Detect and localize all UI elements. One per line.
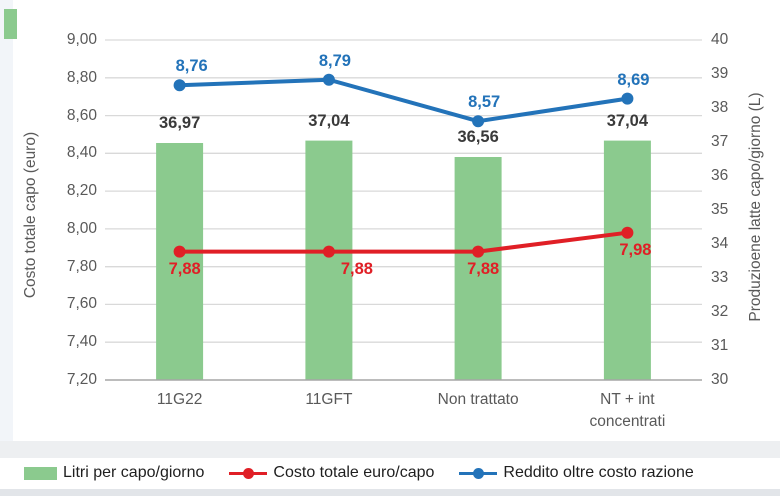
left-y-tick-label: 8,60	[66, 106, 97, 124]
bar-value-label: 37,04	[606, 111, 649, 130]
point-value-label: 7,88	[168, 259, 201, 278]
point-marker	[472, 115, 485, 128]
bar	[305, 140, 353, 380]
left-y-tick-label: 7,80	[66, 257, 97, 275]
bar	[603, 140, 651, 380]
bar-value-label: 36,97	[158, 114, 201, 133]
left-axis-title: Costo totale capo (euro)	[22, 131, 39, 299]
left-y-tick-label: 7,60	[66, 295, 97, 313]
page-left-strip	[0, 0, 13, 442]
legend: Litri per capo/giorno Costo totale euro/c…	[24, 458, 694, 488]
left-y-tick-label: 7,40	[66, 333, 97, 351]
point-value-label: 8,79	[318, 51, 351, 70]
right-y-tick-label: 35	[711, 201, 729, 218]
right-y-tick-label: 40	[711, 31, 729, 48]
point-marker	[322, 73, 335, 86]
left-y-tick-label: 8,80	[66, 68, 97, 86]
x-category-label: Non trattato	[437, 391, 519, 408]
left-y-tick-label: 8,40	[66, 144, 97, 162]
legend-item-label: Litri per capo/giorno	[63, 464, 205, 481]
point-value-label: 8,69	[617, 70, 650, 89]
legend-item-label: Costo totale euro/capo	[273, 464, 435, 481]
right-y-tick-label: 38	[711, 99, 729, 116]
bar	[156, 143, 204, 380]
right-y-tick-label: 37	[711, 133, 729, 150]
right-y-tick-label: 34	[711, 235, 729, 252]
left-y-tick-label: 8,20	[66, 182, 97, 200]
right-y-tick-label: 32	[711, 303, 729, 320]
right-axis-title: Produzioene latte capo/giorno (L)	[747, 92, 764, 322]
x-category-label: 11GFT	[305, 391, 353, 408]
point-value-label: 8,76	[175, 57, 208, 76]
point-value-label: 7,88	[467, 259, 500, 278]
line-series	[179, 77, 628, 124]
point-marker	[621, 226, 634, 239]
line-series	[179, 230, 628, 254]
legend-item-label: Reddito oltre costo razione	[503, 464, 694, 481]
right-y-tick-label: 30	[711, 371, 729, 388]
legend-item: Reddito oltre costo razione	[459, 464, 694, 482]
point-value-label: 7,88	[340, 259, 373, 278]
left-y-tick-label: 9,00	[66, 31, 97, 48]
x-category-label: 11G22	[156, 391, 203, 408]
point-marker	[472, 245, 485, 258]
right-y-tick-label: 31	[711, 337, 729, 354]
pre-legend-band	[0, 441, 780, 458]
legend-item: Litri per capo/giorno	[24, 464, 204, 482]
point-marker	[173, 245, 186, 258]
right-y-tick-label: 36	[711, 167, 729, 184]
point-value-label: 7,98	[619, 240, 652, 259]
right-y-tick-label: 39	[711, 65, 729, 82]
point-marker	[173, 79, 186, 92]
x-category-label: NT + int concentrati	[589, 391, 666, 430]
legend-line-marker-icon	[459, 466, 498, 480]
corner-accent	[4, 9, 17, 39]
bar-value-label: 36,56	[457, 127, 499, 146]
bar	[454, 157, 502, 380]
legend-item: Costo totale euro/capo	[229, 464, 434, 482]
bottom-strip	[0, 489, 780, 496]
point-value-label: 8,57	[468, 93, 501, 112]
left-y-tick-label: 7,20	[66, 371, 97, 388]
point-marker	[621, 92, 634, 105]
legend-bar-swatch-icon	[24, 466, 57, 480]
legend-line-marker-icon	[229, 466, 268, 480]
bar-value-label: 37,04	[308, 111, 350, 130]
point-marker	[322, 245, 335, 258]
right-y-tick-label: 33	[711, 269, 729, 286]
left-y-tick-label: 8,00	[66, 219, 97, 237]
